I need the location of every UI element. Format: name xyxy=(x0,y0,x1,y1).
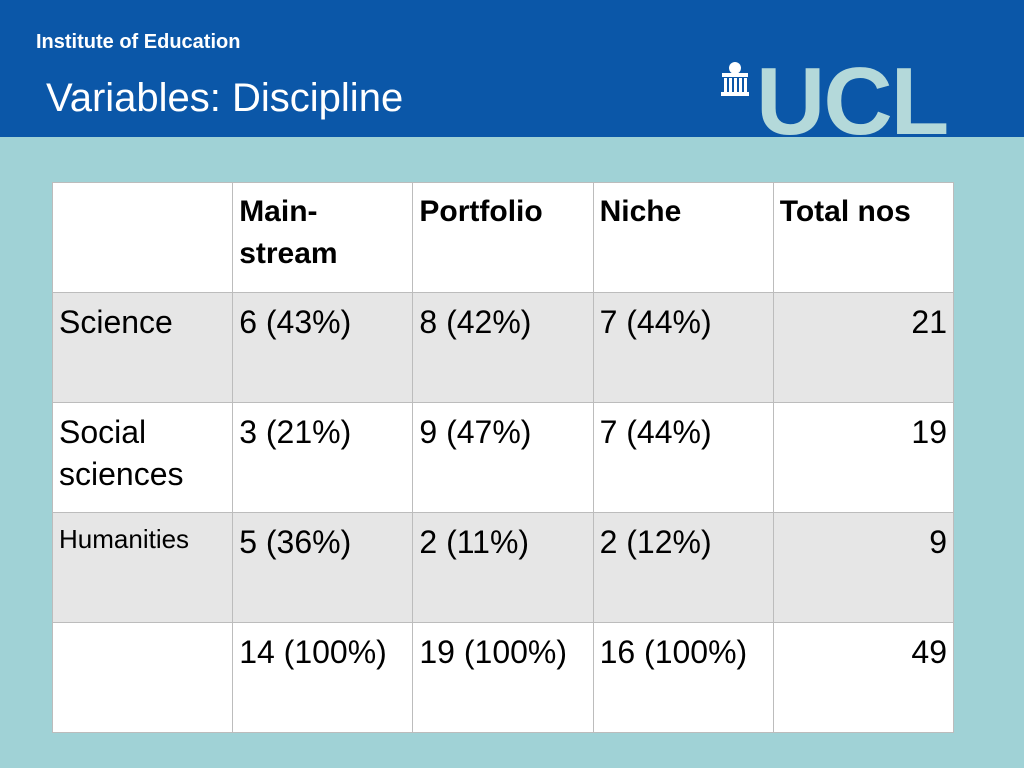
portico-icon xyxy=(721,62,749,96)
cell-mainstream: 14 (100%) xyxy=(232,622,414,733)
cell-portfolio: 8 (42%) xyxy=(412,292,594,403)
header-cell-niche: Niche xyxy=(592,182,774,293)
ucl-logo: UCL xyxy=(718,54,988,150)
table-header-row: Main-stream Portfolio Niche Total nos xyxy=(51,182,955,293)
cell-mainstream: 5 (36%) xyxy=(232,512,414,623)
cell-mainstream: 6 (43%) xyxy=(232,292,414,403)
cell-total: 49 xyxy=(772,622,955,733)
header-bar: Institute of Education Variables: Discip… xyxy=(0,0,1024,150)
slide-title: Variables: Discipline xyxy=(46,76,404,120)
cell-niche: 2 (12%) xyxy=(592,512,774,623)
table-row: Social sciences 3 (21%) 9 (47%) 7 (44%) … xyxy=(51,402,955,513)
header-cell-empty xyxy=(51,182,234,293)
ucl-logo-text: UCL xyxy=(756,48,949,155)
table-row: 14 (100%) 19 (100%) 16 (100%) 49 xyxy=(51,622,955,733)
header-cell-total: Total nos xyxy=(772,182,955,293)
cell-niche: 16 (100%) xyxy=(592,622,774,733)
cell-niche: 7 (44%) xyxy=(592,402,774,513)
cell-portfolio: 9 (47%) xyxy=(412,402,594,513)
header-cell-mainstream: Main-stream xyxy=(232,182,414,293)
row-label xyxy=(51,622,234,733)
cell-total: 9 xyxy=(772,512,955,623)
row-label: Humanities xyxy=(51,512,234,623)
row-label: Science xyxy=(51,292,234,403)
cell-total: 19 xyxy=(772,402,955,513)
cell-portfolio: 19 (100%) xyxy=(412,622,594,733)
cell-total: 21 xyxy=(772,292,955,403)
discipline-table: Main-stream Portfolio Niche Total nos Sc… xyxy=(51,182,955,733)
table-row: Humanities 5 (36%) 2 (11%) 2 (12%) 9 xyxy=(51,512,955,623)
cell-mainstream: 3 (21%) xyxy=(232,402,414,513)
cell-niche: 7 (44%) xyxy=(592,292,774,403)
header-cell-portfolio: Portfolio xyxy=(412,182,594,293)
row-label: Social sciences xyxy=(51,402,234,513)
institute-name: Institute of Education xyxy=(36,31,241,53)
table-row: Science 6 (43%) 8 (42%) 7 (44%) 21 xyxy=(51,292,955,403)
cell-portfolio: 2 (11%) xyxy=(412,512,594,623)
